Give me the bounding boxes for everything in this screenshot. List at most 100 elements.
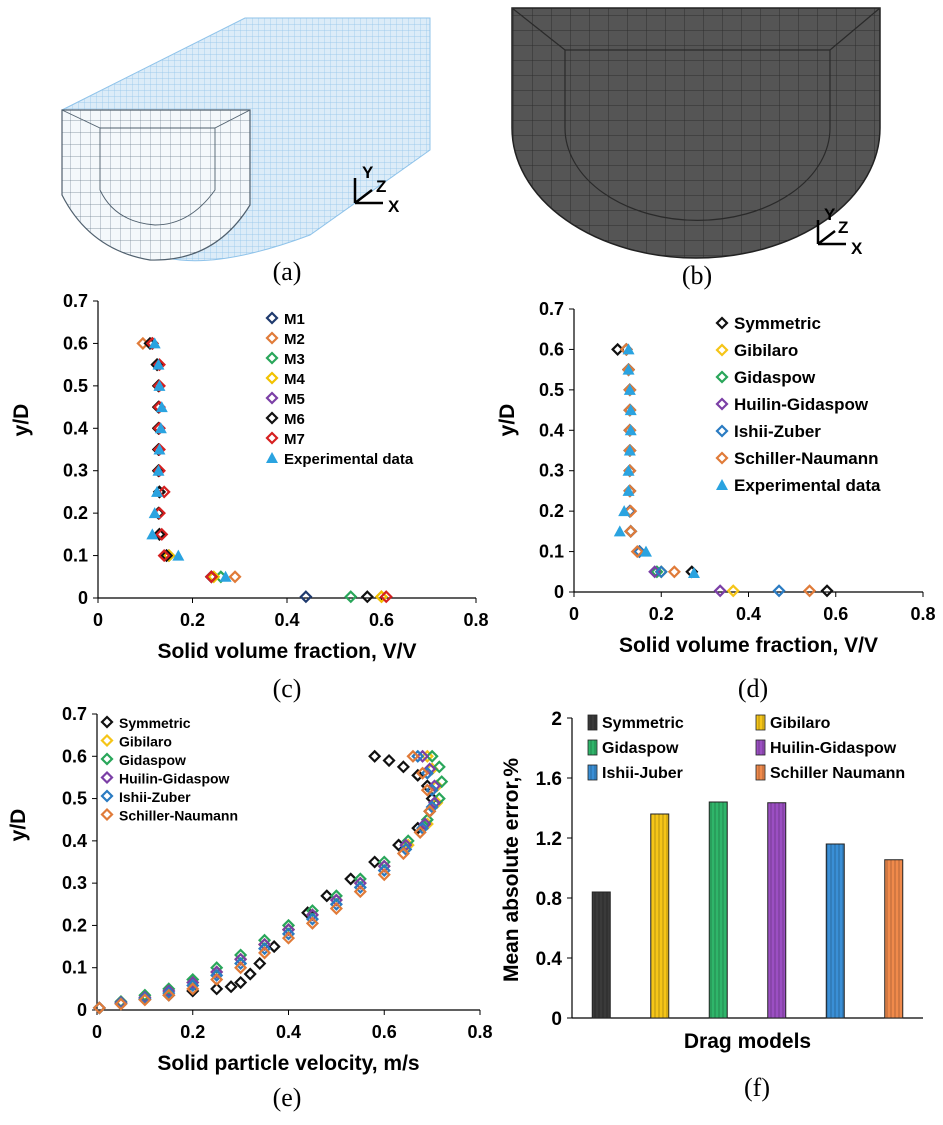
legend-label: Schiller-Naumann xyxy=(119,808,238,824)
legend-label: M4 xyxy=(284,371,305,388)
legend-entry: M3 xyxy=(265,351,305,368)
legend-marker xyxy=(715,424,729,438)
legend-label: Ishii-Juber xyxy=(602,765,683,782)
x-tick-label: 0 xyxy=(92,1022,102,1042)
x-axis-title: Drag models xyxy=(684,1030,811,1053)
legend-label: Symmetric xyxy=(734,314,821,333)
legend-marker xyxy=(265,331,279,345)
data-point xyxy=(427,779,442,793)
data-point xyxy=(415,749,430,763)
data-point xyxy=(162,986,176,1000)
legend-marker xyxy=(265,311,279,325)
data-point xyxy=(153,443,166,455)
data-point xyxy=(396,846,410,861)
x-tick-label: 0.4 xyxy=(736,604,761,624)
data-point xyxy=(219,570,232,582)
data-point xyxy=(611,342,625,356)
data-point xyxy=(713,584,727,598)
legend-entry: Experimental data xyxy=(266,451,414,468)
legend-entry: Symmetric xyxy=(715,314,821,333)
data-point xyxy=(320,889,334,903)
y-tick-label: 0.2 xyxy=(62,915,87,935)
data-point xyxy=(210,961,224,975)
legend-marker xyxy=(265,391,279,405)
data-point xyxy=(353,885,367,899)
legend-label: M6 xyxy=(284,411,305,428)
legend-marker xyxy=(715,343,729,357)
data-point xyxy=(420,813,434,827)
data-point xyxy=(114,997,128,1011)
y-tick-label: 0.6 xyxy=(62,746,87,766)
legend-entry: M7 xyxy=(265,431,305,448)
x-axis-title: Solid volume fraction, V/V xyxy=(157,640,416,663)
data-point xyxy=(162,984,176,998)
data-point xyxy=(687,566,700,578)
y-tick-label: 1.6 xyxy=(536,769,562,790)
data-point xyxy=(258,946,272,960)
data-point xyxy=(622,363,635,375)
y-axis-title: y/D xyxy=(496,404,519,437)
legend-entry: Schiller-Naumann xyxy=(100,808,238,824)
data-point xyxy=(420,783,434,797)
x-axis-title: Solid particle velocity, m/s xyxy=(157,1052,419,1075)
legend-label: Schiller Naumann xyxy=(770,765,905,782)
x-tick-label: 0.8 xyxy=(463,610,488,630)
legend-entry: M1 xyxy=(265,311,305,328)
legend-swatch xyxy=(587,739,598,756)
data-point xyxy=(186,978,200,993)
data-point xyxy=(281,931,296,945)
legend-label: M5 xyxy=(284,391,305,408)
data-point xyxy=(305,912,319,926)
legend-marker xyxy=(715,451,729,465)
data-point xyxy=(377,868,391,882)
data-point xyxy=(152,358,165,370)
data-point xyxy=(803,584,817,598)
data-point xyxy=(159,549,174,563)
data-point xyxy=(172,549,185,561)
data-point xyxy=(344,872,358,886)
data-point xyxy=(820,584,834,598)
legend-label: Huilin-Gidaspow xyxy=(770,740,897,757)
legend-marker xyxy=(266,452,278,463)
data-point xyxy=(162,982,176,996)
legend-marker xyxy=(715,370,729,384)
data-point xyxy=(622,464,635,476)
y-tick-label: 0.1 xyxy=(63,546,88,566)
legend-label: Ishii-Zuber xyxy=(734,422,821,441)
legend-entry: Experimental data xyxy=(716,476,881,495)
legend-swatch xyxy=(587,764,598,781)
legend-label: Experimental data xyxy=(734,476,881,495)
legend-label: Huilin-Gidaspow xyxy=(119,771,230,787)
data-point xyxy=(425,800,439,814)
data-point xyxy=(210,965,224,979)
y-tick-label: 2 xyxy=(551,709,562,730)
bar-gidaspow xyxy=(708,801,728,1019)
legend-entry: Symmetric xyxy=(100,715,191,731)
series-experimental-data xyxy=(146,337,232,582)
data-point xyxy=(396,760,410,774)
data-point xyxy=(427,796,442,810)
data-point xyxy=(382,753,396,768)
legend-marker xyxy=(100,715,114,729)
bar-gibilaro xyxy=(650,813,670,1019)
data-point xyxy=(772,584,786,598)
data-point xyxy=(618,505,631,517)
data-point xyxy=(360,590,374,604)
legend-entry: Huilin-Gidaspow xyxy=(755,739,897,757)
legend-marker xyxy=(265,411,279,425)
bar-huilin-gidaspow xyxy=(767,802,787,1019)
legend-label: Schiller-Naumann xyxy=(734,449,879,468)
legend-entry: M6 xyxy=(265,411,305,428)
data-point xyxy=(138,988,152,1002)
data-point xyxy=(155,401,168,413)
data-point xyxy=(329,897,343,911)
y-tick-label: 0.5 xyxy=(63,376,88,396)
data-point xyxy=(622,484,635,496)
data-point xyxy=(329,901,343,916)
data-point xyxy=(432,760,446,774)
y-tick-label: 0 xyxy=(551,1009,562,1030)
legend-label: Ishii-Zuber xyxy=(119,789,191,805)
data-point xyxy=(420,766,434,780)
data-point xyxy=(624,504,638,518)
